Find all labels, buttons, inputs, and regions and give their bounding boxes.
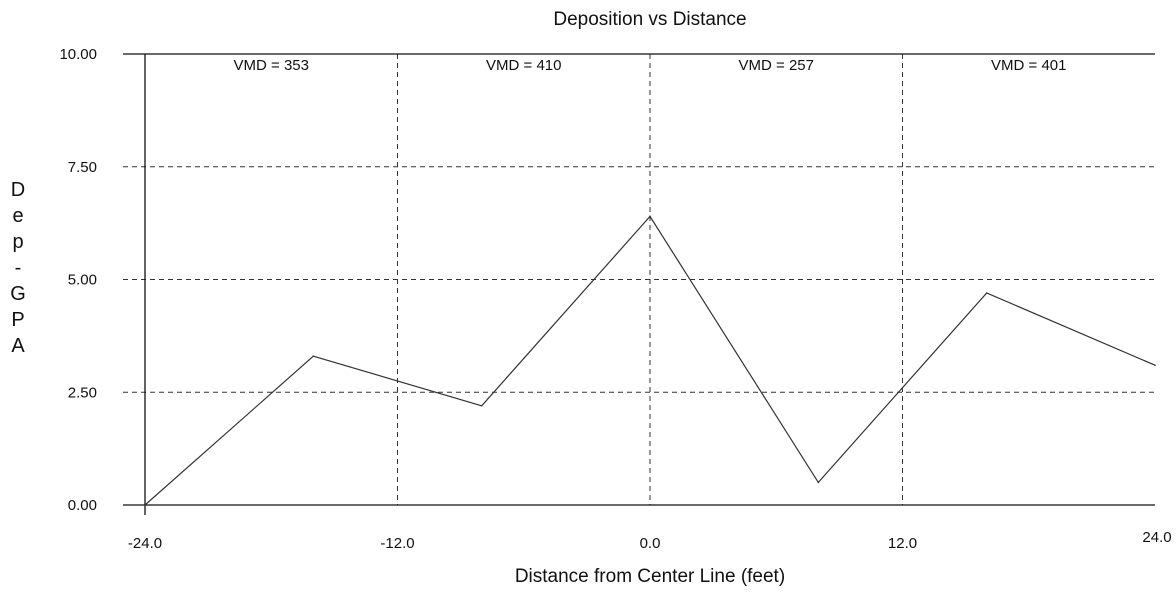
y-tick-label: 0.00 (68, 497, 97, 514)
y-label-char: p (12, 231, 23, 253)
plot-frame (123, 53, 1155, 515)
y-label-char: G (10, 283, 26, 305)
vmd-annotations: VMD = 353 VMD = 410 VMD = 257 VMD = 401 (234, 57, 1067, 74)
tick-labels: 0.00 2.50 5.00 7.50 10.00 -24.0 -12.0 0.0 12.0 24… (59, 46, 1171, 552)
x-tick-label: 12.0 (888, 535, 917, 552)
y-tick-label: 5.00 (68, 272, 97, 289)
y-tick-label: 2.50 (68, 384, 97, 401)
x-tick-label: -12.0 (380, 535, 414, 552)
x-tick-label: 24.0 (1142, 529, 1171, 546)
y-tick-label: 10.00 (59, 46, 97, 63)
data-point (312, 355, 315, 357)
x-axis-label: Distance from Center Line (feet) (515, 566, 785, 587)
vmd-annotation: VMD = 353 (234, 57, 309, 74)
x-tick-label: 0.0 (640, 535, 661, 552)
y-label-char: - (15, 257, 22, 279)
y-label-char: D (11, 179, 25, 201)
vmd-annotation: VMD = 257 (739, 57, 814, 74)
y-label-char: e (12, 205, 23, 227)
data-point (817, 481, 820, 484)
y-tick-label: 7.50 (68, 159, 97, 176)
vmd-annotation: VMD = 410 (486, 57, 561, 74)
grid-lines (123, 54, 1155, 505)
y-axis-label: Dep - GPA (10, 179, 26, 357)
vmd-annotation: VMD = 401 (991, 57, 1066, 74)
y-label-char: P (11, 309, 24, 331)
data-point (480, 404, 483, 407)
data-point (649, 215, 651, 218)
data-point (1154, 364, 1156, 366)
data-point (985, 292, 988, 294)
deposition-series (144, 215, 1156, 506)
x-tick-label: -24.0 (128, 535, 162, 552)
data-point (144, 504, 146, 506)
chart-title: Deposition vs Distance (553, 9, 746, 30)
y-label-char: A (11, 335, 25, 357)
